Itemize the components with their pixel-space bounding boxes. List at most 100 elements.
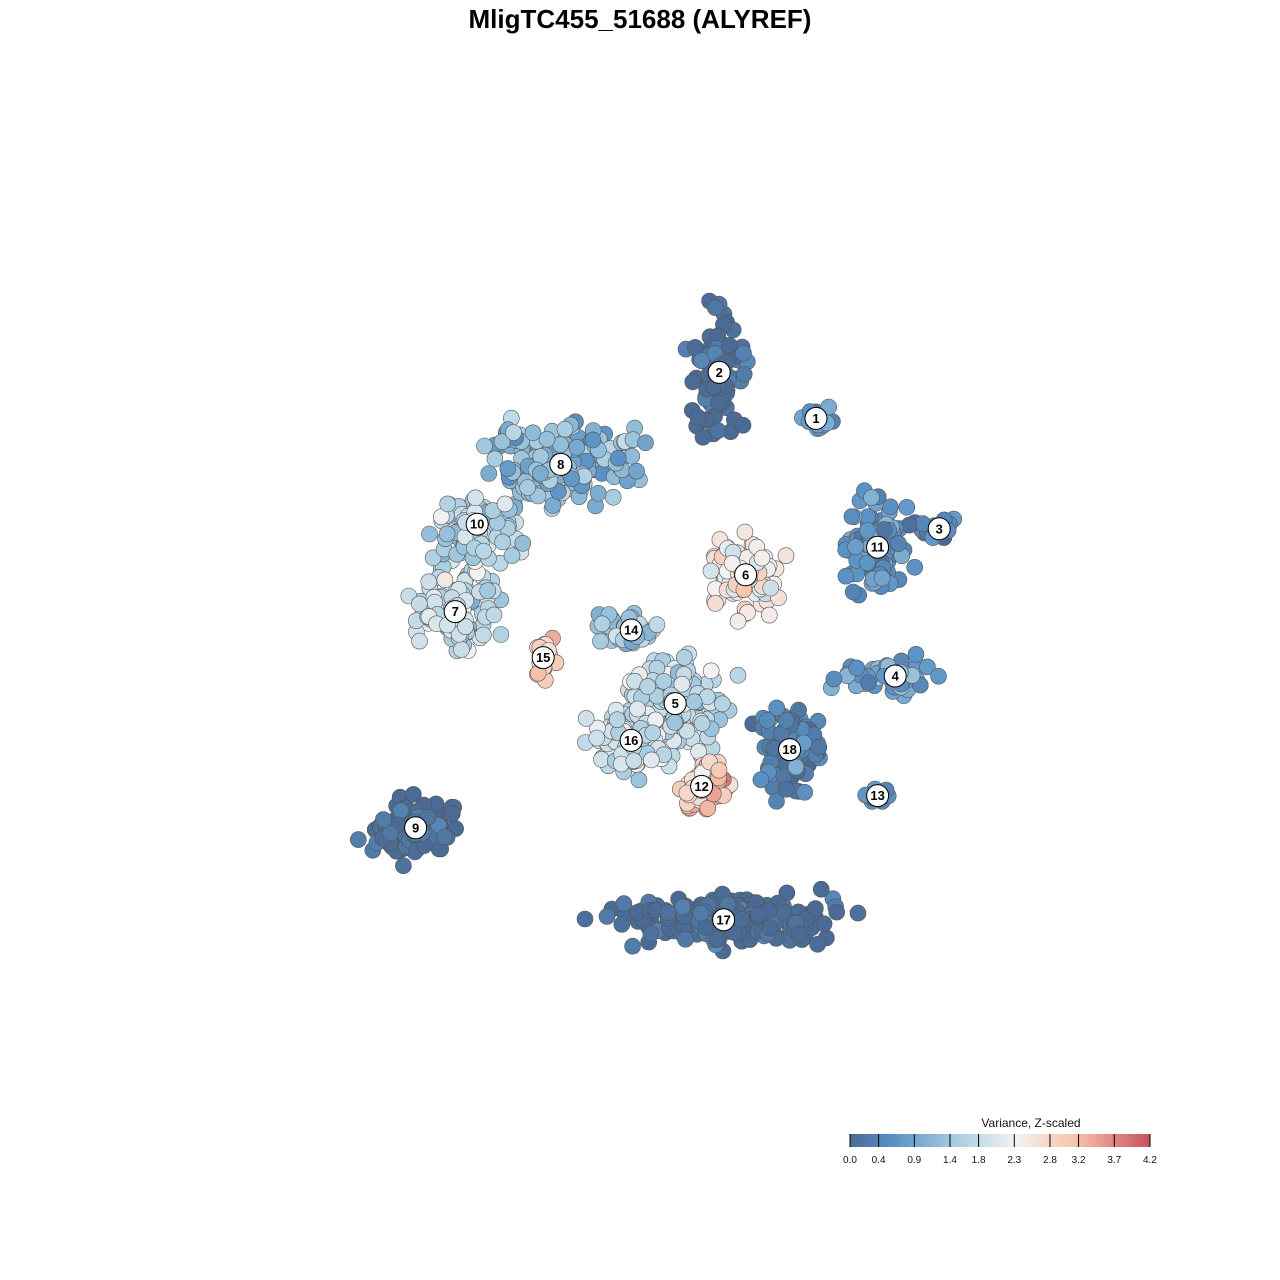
cluster-label-text: 5 [672,696,679,711]
cluster-label-12: 12 [690,774,714,798]
cell-point [710,761,728,779]
cell-point [609,449,627,467]
cell-point [593,615,611,633]
cluster-label-3: 3 [927,517,951,541]
cell-point [480,465,498,482]
cluster-label-badge [712,908,736,932]
cell-point [752,771,770,789]
cluster-label-badge [866,535,890,559]
cell-point [467,489,484,507]
cluster-label-badge [707,360,731,384]
cluster-label-text: 15 [536,650,550,665]
cell-point [604,488,622,506]
cluster-label-text: 6 [742,567,749,582]
cluster-label-badge [778,738,802,762]
cluster-label-text: 17 [716,912,730,927]
cell-point [381,824,399,842]
cell-point [693,352,710,370]
cluster-label-badge [734,563,758,587]
cell-point [438,525,456,543]
cell-point [494,533,511,551]
cluster-label-text: 12 [694,779,708,794]
cell-point [810,738,828,756]
cluster-label-6: 6 [734,563,758,587]
cell-point [624,937,641,955]
cell-point [496,495,514,513]
cell-point [930,667,947,685]
legend-tick-label: 0.4 [872,1155,886,1166]
cell-point [815,915,833,933]
cluster-label-badge [883,664,907,688]
cluster-label-text: 4 [892,669,900,684]
cell-point [475,542,492,560]
cluster-label-16: 16 [619,728,643,752]
cell-point [443,805,461,822]
cluster-label-8: 8 [549,452,573,476]
cell-point [538,430,556,448]
cell-point [420,573,438,591]
cell-point [503,547,521,564]
cluster-label-18: 18 [778,738,802,762]
cell-point [436,828,454,846]
cell-point [485,606,503,624]
cell-point [729,612,747,630]
legend-ticks: 0.0 0.4 0.9 1.4 1.8 2.3 2.8 3.2 3.7 4.2 [843,1134,1157,1166]
cell-point [768,699,786,717]
cell-point [753,549,771,567]
cell-point [858,522,876,539]
cell-point [710,394,727,412]
cell-point [906,558,924,576]
legend-tick-label: 1.4 [943,1155,957,1166]
cluster-label-1: 1 [804,406,828,430]
cluster-label-text: 10 [470,517,484,532]
cell-point [613,916,631,933]
cell-point [592,632,609,650]
cluster-label-text: 8 [557,457,564,472]
cell-point [735,344,752,362]
cell-point [584,431,602,449]
cell-point [758,711,776,729]
cell-point [643,751,660,769]
cell-point [637,434,654,452]
chart-title: MligTC455_51688 (ALYREF) [469,4,812,34]
cell-point [707,595,724,612]
cell-point [777,547,795,565]
cell-point [608,711,626,729]
cell-point [395,857,412,875]
cell-point [825,670,843,688]
cell-point [453,641,470,658]
cell-point [709,931,726,948]
cell-point [900,516,918,534]
cell-point [474,626,492,644]
cell-point [405,786,422,803]
cell-point [790,925,808,943]
cell-point [907,645,925,663]
cell-point [777,780,795,798]
cell-point [505,424,522,441]
cluster-label-badge [531,646,555,670]
points-layer [349,292,963,960]
cell-point [593,751,610,768]
cell-point [702,562,720,580]
cell-point [424,549,442,567]
legend-colorbar [850,1134,1150,1147]
cluster-label-text: 13 [870,788,884,803]
cluster-label-text: 18 [782,742,796,757]
cell-point [706,299,724,316]
legend-tick-label: 0.0 [843,1155,857,1166]
cell-point [411,595,428,613]
cell-point [648,616,666,634]
cell-point [762,579,780,597]
cell-point [639,678,657,695]
cell-point [563,470,581,487]
cell-point [577,710,595,727]
cluster-label-badge [465,512,489,536]
legend-tick-label: 2.8 [1043,1155,1057,1166]
cell-point [714,695,731,713]
cell-point [629,700,646,718]
legend-title: Variance, Z-scaled [981,1116,1080,1130]
cell-point [843,508,861,525]
cell-point [760,606,778,624]
